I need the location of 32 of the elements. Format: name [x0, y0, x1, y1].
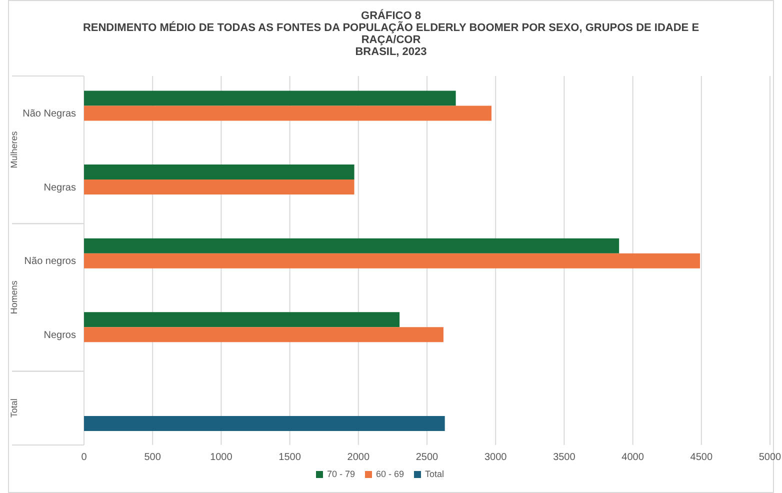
legend-label: 60 - 69	[376, 469, 404, 479]
bar	[84, 238, 620, 254]
bar	[84, 90, 456, 106]
x-tick-label: 2000	[347, 452, 370, 464]
x-tick-label: 1500	[278, 452, 302, 464]
text: Homens	[9, 280, 19, 314]
text: Total	[9, 398, 19, 418]
chart-subtitle: BRASIL, 2023	[354, 46, 428, 58]
chart-title: GRÁFICO 8 RENDIMENTO MÉDIO DE TODAS AS FONTES DA POPULAÇÃO ELDERLY BOOMER POR SEXO, GRUPOS DE IDADE E RAÇA/COR	[82, 10, 700, 46]
bar	[84, 416, 445, 431]
x-tick-label: 0	[81, 452, 88, 464]
y-tick-label: Negras	[44, 182, 76, 194]
bar	[84, 180, 354, 195]
x-tick-label: 5000	[758, 452, 782, 464]
x-tick-label: 1000	[210, 452, 233, 464]
legend-label: 70 - 79	[326, 469, 355, 479]
x-tick-label: 3500	[553, 452, 576, 464]
text: Mulheres	[9, 130, 19, 168]
x-tick-label: 3000	[484, 452, 508, 464]
legend-label: Total	[425, 469, 444, 479]
bar	[84, 106, 492, 121]
y-tick-label: Não Negras	[22, 108, 76, 120]
bar	[84, 327, 444, 342]
y-tick-label: Negros	[44, 330, 76, 341]
x-tick-label: 4500	[690, 452, 713, 464]
bar	[84, 164, 354, 180]
x-tick-label: 500	[144, 452, 162, 464]
bar	[84, 312, 400, 328]
y-tick-label: Não negros	[24, 256, 76, 268]
bar	[84, 253, 700, 268]
x-tick-label: 2500	[416, 452, 439, 464]
x-tick-label: 4000	[622, 452, 644, 464]
